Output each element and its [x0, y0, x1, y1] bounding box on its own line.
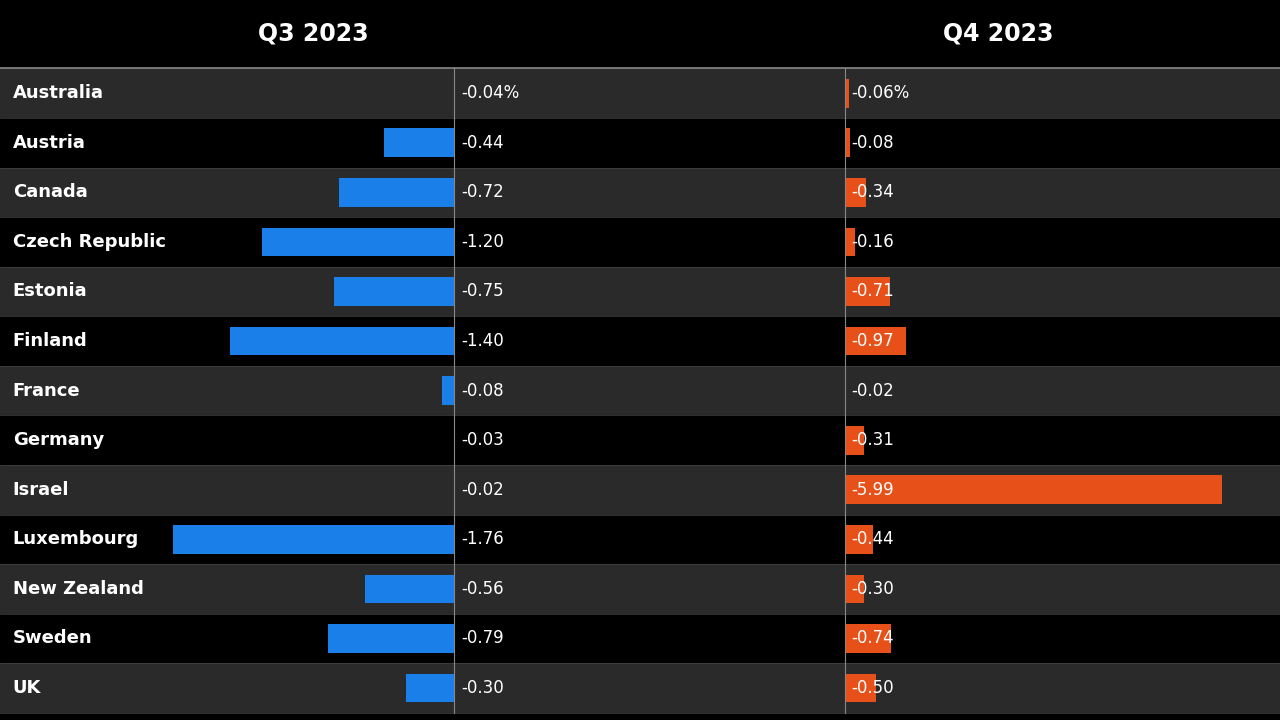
Bar	[845, 78, 849, 107]
Text: -0.31: -0.31	[851, 431, 893, 449]
Text: -1.40: -1.40	[461, 332, 503, 350]
Text: Sweden: Sweden	[13, 629, 92, 647]
Text: -0.72: -0.72	[461, 184, 503, 202]
Text: Q3 2023: Q3 2023	[259, 22, 369, 45]
Bar	[845, 575, 864, 603]
Bar	[173, 525, 454, 554]
Bar	[365, 575, 454, 603]
Text: UK: UK	[13, 679, 41, 697]
Bar	[845, 426, 864, 454]
Bar	[262, 228, 454, 256]
Bar	[845, 475, 1222, 504]
Bar	[0, 316, 1280, 366]
Bar	[0, 465, 1280, 515]
Bar	[0, 515, 1280, 564]
Text: -0.34: -0.34	[851, 184, 893, 202]
Bar	[442, 377, 454, 405]
Bar	[0, 68, 1280, 118]
Bar	[845, 674, 877, 703]
Bar	[0, 663, 1280, 713]
Text: -0.44: -0.44	[461, 134, 503, 152]
Text: Czech Republic: Czech Republic	[13, 233, 166, 251]
Text: Australia: Australia	[13, 84, 104, 102]
Text: -0.08: -0.08	[461, 382, 503, 400]
Text: -0.44: -0.44	[851, 531, 893, 549]
Text: -0.02: -0.02	[461, 481, 503, 499]
Text: -0.08: -0.08	[851, 134, 893, 152]
Bar	[0, 366, 1280, 415]
Bar	[0, 564, 1280, 613]
Text: Finland: Finland	[13, 332, 87, 350]
Bar	[845, 624, 891, 653]
Text: Israel: Israel	[13, 481, 69, 499]
Text: -0.30: -0.30	[851, 580, 893, 598]
Bar	[845, 128, 850, 157]
Bar	[0, 613, 1280, 663]
Text: Austria: Austria	[13, 134, 86, 152]
Text: -5.99: -5.99	[851, 481, 893, 499]
Bar	[328, 624, 454, 653]
Bar	[845, 178, 867, 207]
Bar	[0, 217, 1280, 266]
Bar	[0, 415, 1280, 465]
Text: -0.03: -0.03	[461, 431, 503, 449]
Bar	[0, 168, 1280, 217]
Text: -0.97: -0.97	[851, 332, 893, 350]
Bar	[0, 118, 1280, 168]
Text: France: France	[13, 382, 81, 400]
Text: Germany: Germany	[13, 431, 104, 449]
Bar	[339, 178, 454, 207]
Bar	[845, 327, 906, 356]
Text: -0.56: -0.56	[461, 580, 503, 598]
Text: -0.50: -0.50	[851, 679, 893, 697]
Bar	[230, 327, 454, 356]
Text: Canada: Canada	[13, 184, 87, 202]
Bar	[407, 674, 454, 703]
Bar	[334, 277, 454, 306]
Text: Q4 2023: Q4 2023	[943, 22, 1053, 45]
Text: -0.74: -0.74	[851, 629, 893, 647]
Text: -0.75: -0.75	[461, 282, 503, 300]
Text: -0.79: -0.79	[461, 629, 503, 647]
Text: -0.30: -0.30	[461, 679, 503, 697]
Text: Luxembourg: Luxembourg	[13, 531, 140, 549]
Text: -0.04%: -0.04%	[461, 84, 520, 102]
Bar	[0, 266, 1280, 316]
Text: -0.16: -0.16	[851, 233, 893, 251]
Text: -0.02: -0.02	[851, 382, 893, 400]
Bar	[845, 228, 855, 256]
Text: -0.71: -0.71	[851, 282, 893, 300]
Bar	[845, 277, 890, 306]
Text: Estonia: Estonia	[13, 282, 87, 300]
Bar	[845, 525, 873, 554]
Bar	[384, 128, 454, 157]
Text: -0.06%: -0.06%	[851, 84, 910, 102]
Text: -1.76: -1.76	[461, 531, 503, 549]
Text: New Zealand: New Zealand	[13, 580, 143, 598]
Text: -1.20: -1.20	[461, 233, 503, 251]
